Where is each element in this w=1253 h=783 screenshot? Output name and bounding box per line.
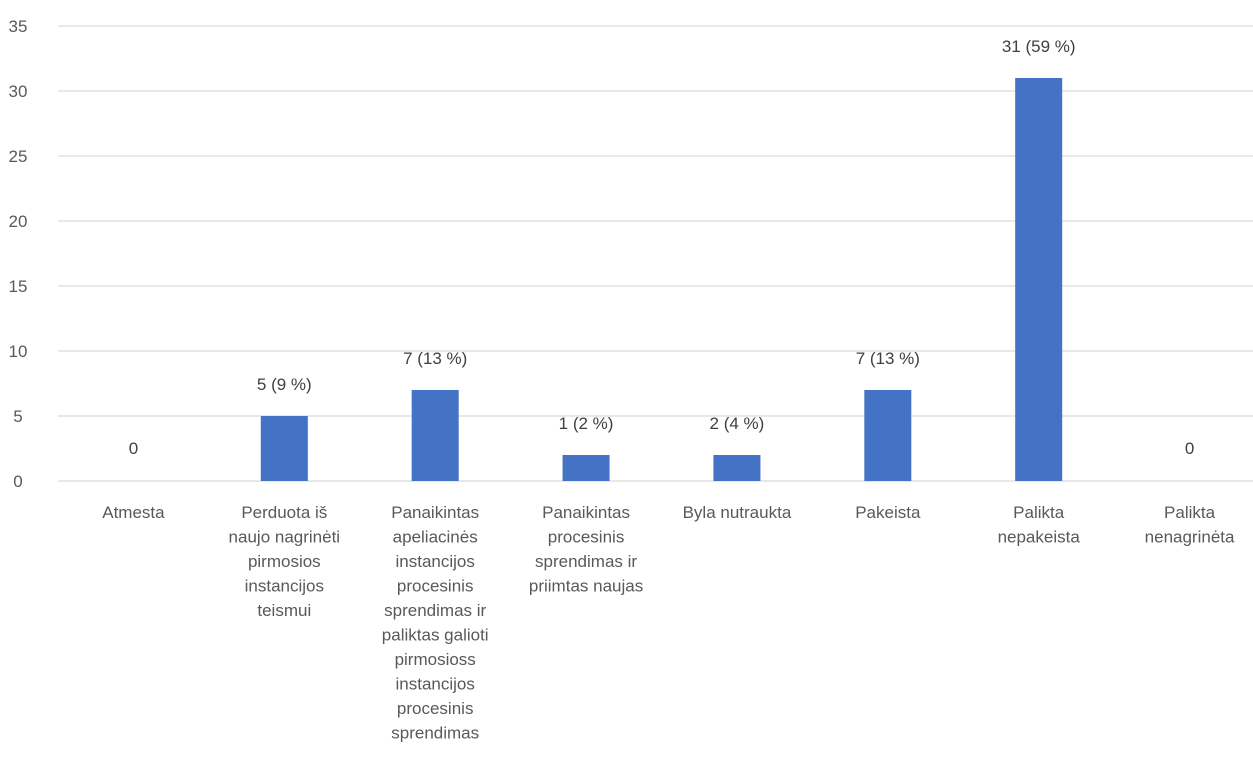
category-label: sprendimas ir: [384, 601, 486, 620]
bar: [260, 416, 308, 481]
bars: [260, 78, 1063, 481]
category-label: procesinis: [397, 699, 474, 718]
category-label: pirmosioss: [395, 650, 476, 669]
gridlines: [58, 25, 1253, 482]
category-label: Palikta: [1164, 503, 1216, 522]
category-label: priimtas naujas: [529, 577, 643, 596]
y-axis: 0 5 10 15 20 25 30 35: [9, 17, 28, 491]
category-label: sprendimas ir: [535, 552, 637, 571]
data-label: 5 (9 %): [257, 375, 312, 394]
category-label: instancijos: [396, 552, 475, 571]
bar: [411, 390, 459, 481]
bar: [864, 390, 912, 481]
category-label: nepakeista: [998, 528, 1081, 547]
data-label: 7 (13 %): [856, 349, 920, 368]
category-label: paliktas galioti: [382, 626, 489, 645]
category-label: Perduota iš: [241, 503, 327, 522]
category-label: Panaikintas: [391, 503, 479, 522]
bar: [713, 455, 761, 481]
y-tick-label: 15: [9, 277, 28, 296]
y-tick-label: 10: [9, 342, 28, 361]
category-label: apeliacinės: [393, 528, 478, 547]
category-label: Byla nutraukta: [683, 503, 792, 522]
data-label: 0: [129, 439, 138, 458]
y-tick-label: 25: [9, 147, 28, 166]
category-label: Palikta: [1013, 503, 1065, 522]
data-label: 2 (4 %): [710, 414, 765, 433]
category-label: instancijos: [396, 675, 475, 694]
category-label: procesinis: [397, 577, 474, 596]
y-tick-label: 0: [13, 472, 22, 491]
category-label: nenagrinėta: [1145, 528, 1235, 547]
category-label: Pakeista: [855, 503, 921, 522]
bar: [1015, 78, 1063, 481]
data-label: 0: [1185, 439, 1194, 458]
data-label: 31 (59 %): [1002, 37, 1076, 56]
y-tick-label: 30: [9, 82, 28, 101]
bar: [562, 455, 610, 481]
category-label: procesinis: [548, 528, 625, 547]
y-tick-label: 5: [13, 407, 22, 426]
x-axis: Atmesta Perduota iš naujo nagrinėti pirmosi…: [102, 503, 1235, 743]
data-labels: 0 5 (9 %) 7 (13 %) 1 (2 %) 2 (4 %) 7 (13 %) 31…: [129, 37, 1195, 458]
category-label: pirmosios: [248, 552, 321, 571]
data-label: 7 (13 %): [403, 349, 467, 368]
data-label: 1 (2 %): [559, 414, 614, 433]
y-tick-label: 20: [9, 212, 28, 231]
category-label: sprendimas: [391, 724, 479, 743]
category-label: instancijos: [245, 577, 324, 596]
category-label: teismui: [257, 601, 311, 620]
category-label: naujo nagrinėti: [229, 528, 341, 547]
category-label: Panaikintas: [542, 503, 630, 522]
category-label: Atmesta: [102, 503, 165, 522]
y-tick-label: 35: [9, 17, 28, 36]
